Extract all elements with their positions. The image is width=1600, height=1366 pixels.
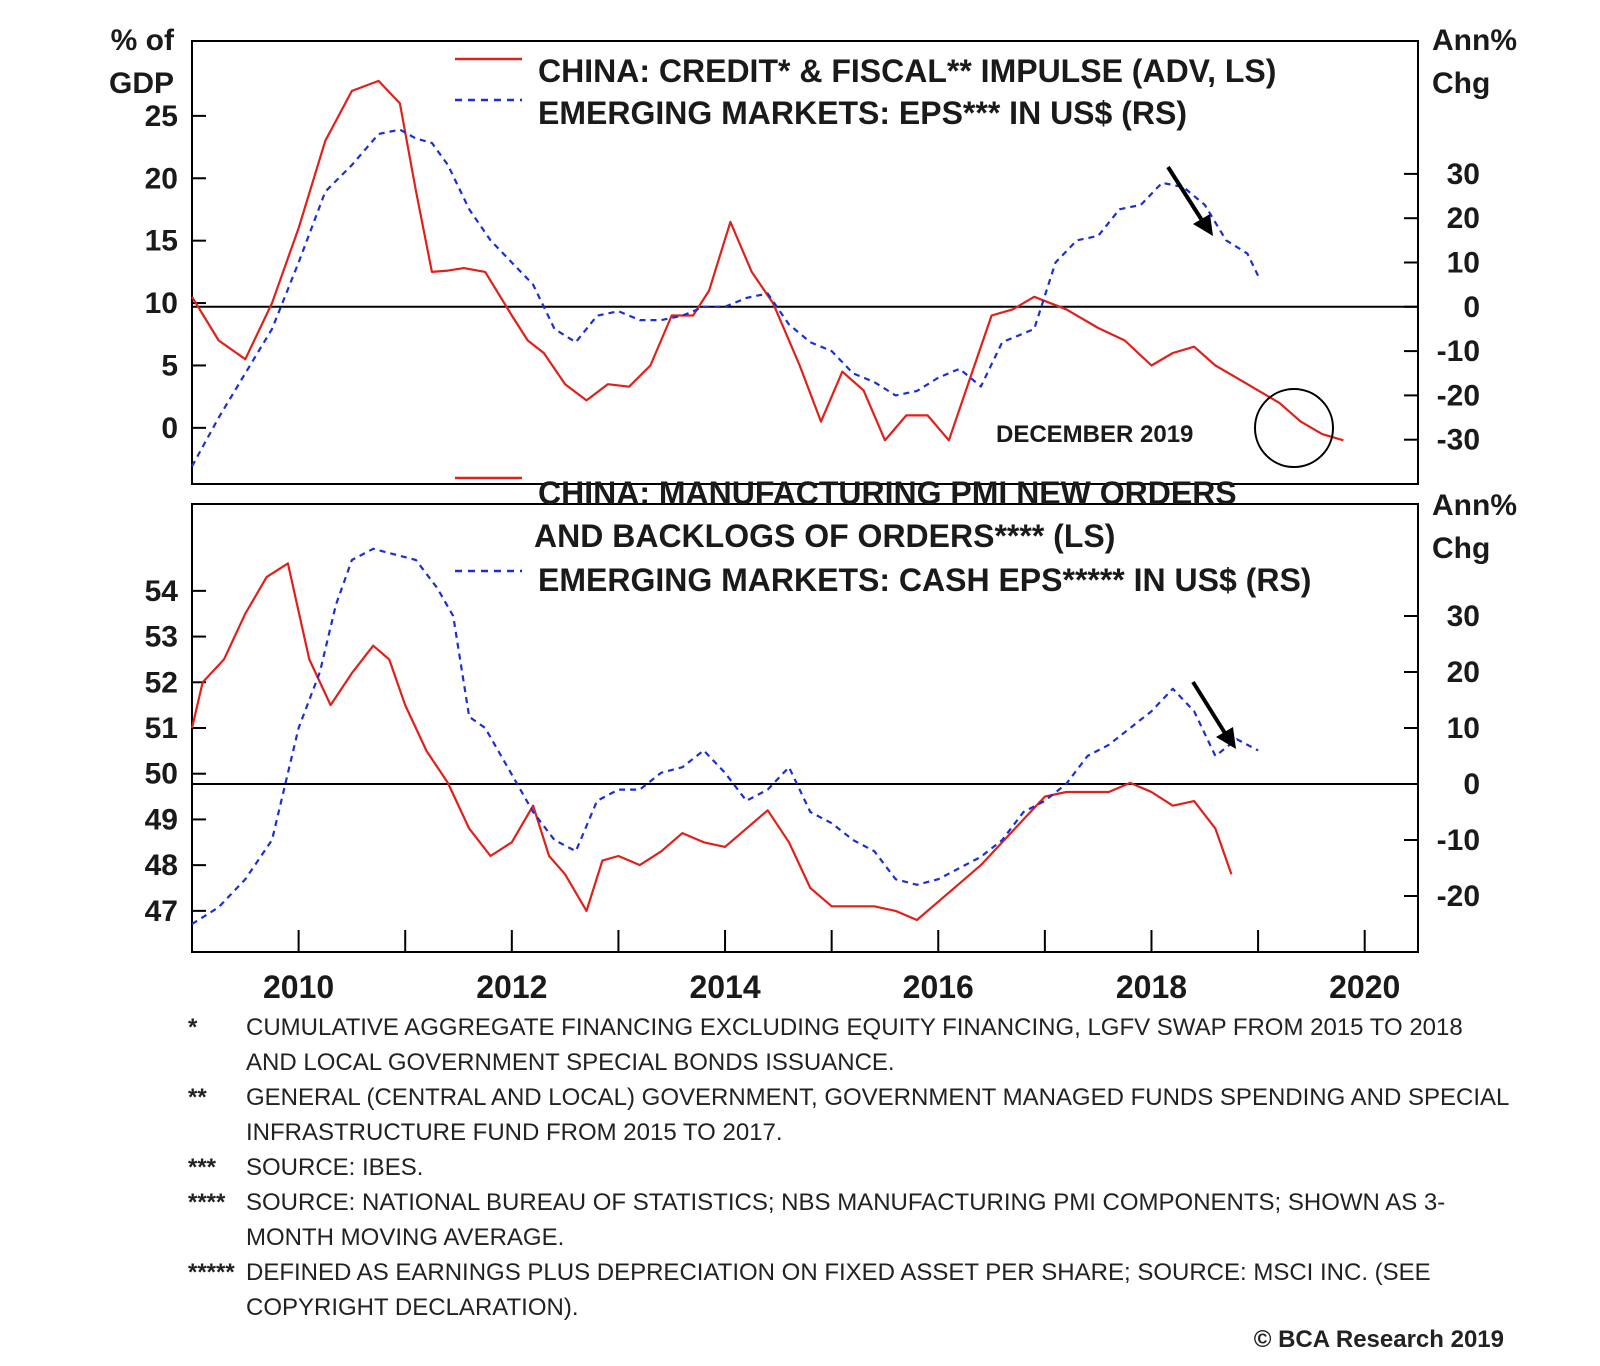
right-tick-label: -10 bbox=[1437, 335, 1480, 368]
legend-label-pmi-line1: CHINA: MANUFACTURING PMI NEW ORDERS bbox=[538, 475, 1237, 511]
right-tick-label: 0 bbox=[1463, 291, 1480, 324]
footnote-mark: ***** bbox=[188, 1259, 235, 1286]
copyright: © BCA Research 2019 bbox=[1253, 1326, 1504, 1353]
series-line-bottom-red-solid bbox=[190, 562, 1233, 922]
legend-label-pmi-line2: AND BACKLOGS OF ORDERS**** (LS) bbox=[534, 518, 1115, 554]
left-tick-label: 50 bbox=[145, 758, 178, 791]
footnote-2: ** GENERAL (CENTRAL AND LOCAL) GOVERNMEN… bbox=[188, 1080, 1518, 1150]
right-tick-label: 30 bbox=[1447, 600, 1480, 633]
right-tick-label: -20 bbox=[1437, 379, 1480, 412]
right-axis-title: Ann% bbox=[1432, 24, 1517, 57]
series-layer bbox=[190, 79, 1344, 925]
left-tick-label: 48 bbox=[145, 849, 178, 882]
left-tick-label: 53 bbox=[145, 621, 178, 654]
left-tick-label: 0 bbox=[161, 412, 178, 445]
right-tick-label: 10 bbox=[1447, 247, 1480, 280]
left-tick-label: 49 bbox=[145, 803, 178, 836]
x-tick-label: 2012 bbox=[476, 969, 547, 1000]
right-tick-label: 0 bbox=[1463, 768, 1480, 801]
legend-label-em-eps: EMERGING MARKETS: EPS*** IN US$ (RS) bbox=[538, 95, 1187, 131]
footnote-5: ***** DEFINED AS EARNINGS PLUS DEPRECIAT… bbox=[188, 1255, 1518, 1325]
annotation-december-2019: DECEMBER 2019 bbox=[996, 421, 1193, 448]
left-tick-label: 52 bbox=[145, 666, 178, 699]
footnote-text: SOURCE: NATIONAL BUREAU OF STATISTICS; N… bbox=[246, 1189, 1446, 1251]
x-tick-label: 2018 bbox=[1116, 969, 1187, 1000]
left-axis-title: % of bbox=[111, 24, 175, 57]
left-tick-label: 10 bbox=[145, 287, 178, 320]
footnote-1: * CUMULATIVE AGGREGATE FINANCING EXCLUDI… bbox=[188, 1010, 1518, 1080]
legend-label-cash-eps: EMERGING MARKETS: CASH EPS***** IN US$ (… bbox=[538, 562, 1311, 598]
left-tick-label: 5 bbox=[161, 349, 178, 382]
footnote-mark: * bbox=[188, 1014, 198, 1041]
bottom-arrow-icon bbox=[1191, 680, 1236, 749]
left-tick-label: 47 bbox=[145, 895, 178, 928]
right-axis-title: Chg bbox=[1432, 532, 1490, 565]
annotation-circle bbox=[1254, 388, 1334, 468]
legend-label-credit-impulse: CHINA: CREDIT* & FISCAL** IMPULSE (ADV, … bbox=[538, 53, 1276, 89]
footnote-text: CUMULATIVE AGGREGATE FINANCING EXCLUDING… bbox=[246, 1014, 1463, 1076]
footnote-text: SOURCE: IBES. bbox=[246, 1154, 424, 1181]
top-panel-axes: 0 5 10 15 20 25 30 20 10 0 -10 -20 -30 bbox=[145, 100, 1480, 457]
footnote-3: *** SOURCE: IBES. bbox=[188, 1150, 1518, 1185]
left-tick-label: 54 bbox=[145, 575, 179, 608]
left-tick-label: 25 bbox=[145, 100, 178, 133]
footnote-mark: ** bbox=[188, 1084, 207, 1111]
series-line-top-blue-dashed bbox=[191, 128, 1260, 467]
footnote-4: **** SOURCE: NATIONAL BUREAU OF STATISTI… bbox=[188, 1185, 1518, 1255]
right-axis-title: Ann% bbox=[1432, 489, 1517, 522]
footnotes: * CUMULATIVE AGGREGATE FINANCING EXCLUDI… bbox=[188, 1010, 1518, 1325]
footnote-mark: **** bbox=[188, 1189, 226, 1216]
right-tick-label: 20 bbox=[1447, 202, 1480, 235]
left-tick-label: 15 bbox=[145, 225, 178, 258]
series-line-bottom-blue-dashed bbox=[191, 547, 1259, 925]
right-tick-label: 10 bbox=[1447, 712, 1480, 745]
right-axis-title: Chg bbox=[1432, 67, 1490, 100]
left-axis-title: GDP bbox=[109, 67, 174, 100]
right-tick-label: 30 bbox=[1447, 158, 1480, 191]
left-tick-label: 51 bbox=[145, 712, 178, 745]
right-tick-label: -30 bbox=[1437, 424, 1480, 457]
right-tick-label: -20 bbox=[1437, 880, 1480, 913]
x-tick-label: 2016 bbox=[903, 969, 974, 1000]
footnote-mark: *** bbox=[188, 1154, 217, 1181]
left-tick-label: 20 bbox=[145, 162, 178, 195]
series-line-top-red-solid bbox=[191, 79, 1344, 442]
axis-titles: % of GDP Ann% Chg Ann% Chg bbox=[109, 24, 1517, 565]
top-arrow-icon bbox=[1166, 165, 1213, 236]
right-tick-label: -10 bbox=[1437, 824, 1480, 857]
x-tick-label: 2010 bbox=[263, 969, 334, 1000]
footnote-text: GENERAL (CENTRAL AND LOCAL) GOVERNMENT, … bbox=[246, 1084, 1509, 1146]
footnote-text: DEFINED AS EARNINGS PLUS DEPRECIATION ON… bbox=[246, 1259, 1431, 1321]
right-tick-label: 20 bbox=[1447, 656, 1480, 689]
x-tick-label: 2014 bbox=[689, 969, 760, 1000]
x-tick-label: 2020 bbox=[1329, 969, 1400, 1000]
